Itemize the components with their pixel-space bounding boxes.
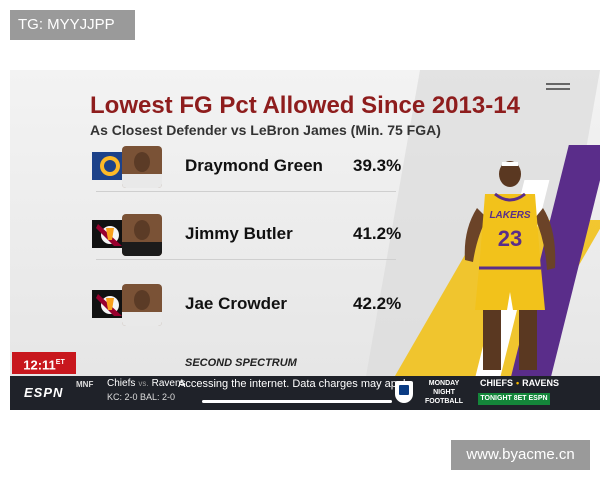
row-divider [96, 259, 396, 260]
tonight-airing-badge: TONIGHT 8ET ESPN [478, 393, 550, 405]
watermark-tag-top: TG: MYYJJPP [10, 10, 135, 40]
watermark-tag-bottom: www.byacme.cn [451, 440, 590, 470]
player-photo [122, 284, 162, 326]
player-photo [122, 214, 162, 256]
clock-time: 12:11 [23, 357, 56, 373]
heat-logo-icon [92, 290, 128, 318]
espn-logo: ESPN [24, 385, 64, 400]
ticker-records: KC: 2-0 BAL: 2-0 [107, 392, 176, 402]
video-player[interactable]: Lowest FG Pct Allowed Since 2013-14 As C… [10, 70, 600, 410]
jersey-team-text: LAKERS [489, 210, 530, 221]
heat-logo-icon [92, 220, 128, 248]
graphic-menu-icon [546, 80, 570, 93]
mnf-program-logo: MONDAY NIGHT FOOTBALL [424, 380, 464, 405]
clock-zone: ET [55, 359, 65, 366]
defender-fg-pct: 41.2% [353, 224, 402, 243]
defender-fg-pct: 39.3% [353, 156, 402, 175]
ticker-matchup: Chiefs vs. Ravens [107, 378, 186, 389]
defender-fg-pct: 42.2% [353, 294, 402, 313]
ticker-vs: vs. [138, 379, 149, 388]
matchup-team1: CHIEFS [480, 378, 514, 388]
graphic-subtitle: As Closest Defender vs LeBron James (Min… [90, 122, 441, 138]
row-divider [96, 191, 396, 192]
home-indicator-bar[interactable] [202, 400, 392, 403]
matchup-team2: RAVENS [522, 378, 560, 388]
ticker-league-label: MNF [76, 380, 94, 389]
data-charges-notice: Accessing the internet. Data charges may… [178, 378, 414, 390]
ticker-team1: Chiefs [107, 378, 136, 389]
game-clock-badge: 12:11ET [12, 352, 76, 374]
featured-player-figure: LAKERS 23 [464, 161, 556, 370]
defender-name: Jae Crowder [185, 294, 288, 313]
defender-row: Jae Crowder 42.2% [92, 284, 412, 328]
graphic-title: Lowest FG Pct Allowed Since 2013-14 [90, 92, 520, 119]
defender-row: Jimmy Butler 41.2% [92, 214, 412, 260]
nfl-shield-icon [395, 381, 413, 403]
tonight-matchup: CHIEFS • RAVENS [480, 378, 559, 388]
matchup-separator: • [516, 378, 520, 388]
player-photo [122, 146, 162, 188]
warriors-logo-icon [92, 152, 128, 180]
defender-name: Draymond Green [185, 156, 323, 175]
bottom-ticker: ESPN MNF Chiefs vs. Ravens KC: 2-0 BAL: 2-… [10, 376, 600, 410]
jersey-number: 23 [498, 226, 522, 251]
ticker-team2: Ravens [151, 378, 186, 389]
data-source-credit: SECOND SPECTRUM [185, 357, 297, 369]
defender-row: Draymond Green 39.3% [92, 146, 412, 192]
defender-name: Jimmy Butler [185, 224, 293, 243]
